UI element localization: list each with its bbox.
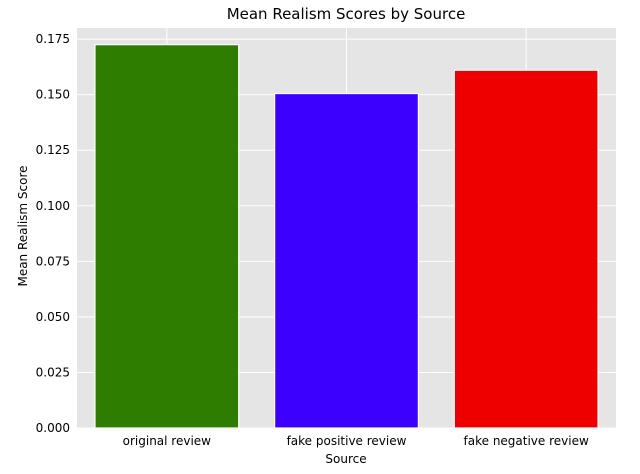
bar-fake-positive-review bbox=[274, 92, 419, 429]
y-tick-label: 0.125 bbox=[36, 143, 70, 157]
y-tick-label: 0.050 bbox=[36, 310, 70, 324]
x-tick-label: original review bbox=[123, 434, 212, 448]
y-tick-label: 0.000 bbox=[36, 421, 70, 435]
x-tick-labels: original review fake positive review fake … bbox=[123, 434, 589, 448]
x-tick-label: fake positive review bbox=[287, 434, 407, 448]
y-tick-label: 0.150 bbox=[36, 88, 70, 102]
chart-title: Mean Realism Scores by Source bbox=[227, 5, 466, 23]
bar-fake-negative-review bbox=[453, 69, 599, 429]
y-tick-label: 0.175 bbox=[36, 32, 70, 46]
y-axis-label: Mean Realism Score bbox=[16, 165, 30, 286]
y-tick-label: 0.075 bbox=[36, 254, 70, 268]
y-tick-label: 0.100 bbox=[36, 199, 70, 213]
x-tick-label: fake negative review bbox=[464, 434, 589, 448]
y-tick-label: 0.025 bbox=[36, 365, 70, 379]
bar-original-review bbox=[94, 44, 240, 429]
x-axis-label: Source bbox=[325, 452, 366, 466]
y-tick-labels: 0.000 0.025 0.050 0.075 0.100 0.125 0.150 0.175 bbox=[36, 32, 70, 435]
bars bbox=[94, 44, 599, 429]
